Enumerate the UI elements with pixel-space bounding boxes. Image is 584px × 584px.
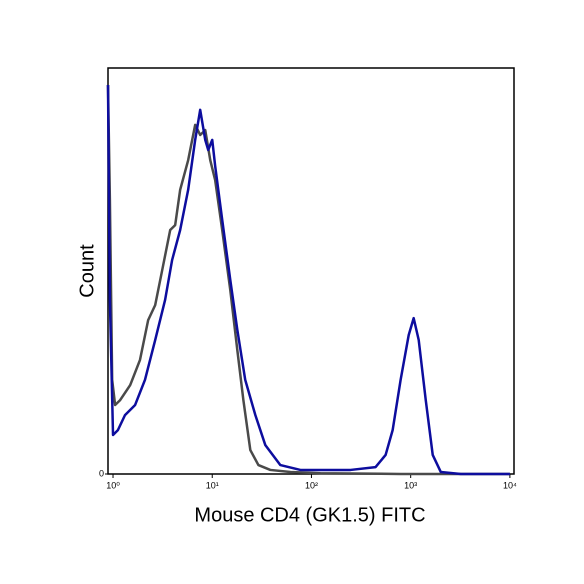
x-tick-label: 10³ xyxy=(404,480,417,490)
x-tick-label: 10¹ xyxy=(206,480,219,490)
y-axis-label: Count xyxy=(76,244,98,298)
histogram-line xyxy=(106,85,510,476)
x-tick-label: 10² xyxy=(305,480,318,490)
plot-frame xyxy=(107,67,515,475)
x-tick-label: 10⁰ xyxy=(106,480,120,490)
x-tick-label: 10⁴ xyxy=(503,480,517,490)
y-tick-label: 0 xyxy=(99,468,104,478)
x-axis-label: Mouse CD4 (GK1.5) FITC xyxy=(194,504,425,526)
